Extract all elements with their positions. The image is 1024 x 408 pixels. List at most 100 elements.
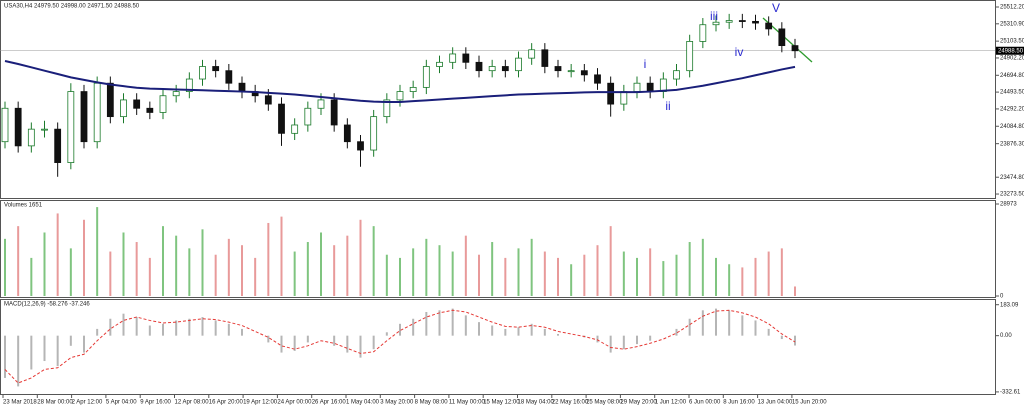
volume-bar bbox=[649, 248, 652, 296]
macd-bar bbox=[609, 335, 612, 353]
wave-label: ii bbox=[665, 99, 670, 113]
volume-bar bbox=[504, 257, 507, 296]
candle-body bbox=[27, 128, 35, 147]
macd-bar bbox=[96, 328, 99, 336]
volume-bar bbox=[306, 242, 309, 296]
macd-bar bbox=[109, 318, 112, 336]
macd-bar bbox=[754, 320, 757, 336]
candle-body bbox=[330, 99, 338, 126]
moving-average bbox=[4, 60, 796, 104]
macd-bar bbox=[622, 335, 625, 350]
volume-bar bbox=[636, 257, 638, 296]
candle-body bbox=[725, 20, 733, 23]
volume-bar bbox=[728, 264, 731, 296]
price-panel bbox=[0, 0, 996, 199]
macd-panel bbox=[0, 299, 996, 395]
macd-bar bbox=[43, 335, 46, 362]
wave-label: iv bbox=[735, 45, 744, 59]
volume-title: Volumes 1651 bbox=[4, 203, 43, 209]
x-tick-label: 2 Apr 12:00 bbox=[72, 400, 103, 406]
candle-body bbox=[554, 66, 562, 72]
candle-body bbox=[133, 99, 141, 109]
x-tick-label: 29 May 20:00 bbox=[620, 400, 657, 406]
candle-body bbox=[93, 82, 101, 143]
macd-bar bbox=[701, 310, 704, 336]
macd-bar bbox=[780, 335, 783, 340]
volume-bar bbox=[17, 226, 20, 296]
volume-bar bbox=[293, 251, 296, 296]
y-tick-label: 28973 bbox=[1000, 202, 1017, 208]
y-tick-label: -332.61 bbox=[1000, 389, 1021, 395]
candle-body bbox=[146, 107, 154, 113]
volume-bar bbox=[675, 254, 678, 296]
volume-bar bbox=[794, 286, 796, 296]
y-tick-label: 23876.30 bbox=[1000, 141, 1024, 147]
last-price-box bbox=[996, 46, 1024, 55]
volume-bar bbox=[175, 235, 178, 296]
price-title: USA30,H4 24979.50 24998.00 24971.50 2498… bbox=[4, 4, 140, 10]
x-tick-label: 15 Jun 20:00 bbox=[792, 400, 827, 406]
macd-bar bbox=[557, 333, 559, 336]
candle-body bbox=[699, 24, 707, 42]
x-tick-label: 25 May 08:00 bbox=[586, 400, 623, 406]
x-tick-label: 18 May 04:00 bbox=[518, 400, 555, 406]
volume-bar bbox=[543, 251, 546, 296]
x-tick-label: 1 Jun 12:00 bbox=[655, 400, 687, 406]
candle-body bbox=[528, 49, 536, 59]
volume-bar bbox=[188, 248, 191, 296]
candle-body bbox=[172, 91, 180, 97]
volume-bar bbox=[83, 219, 85, 296]
macd-bar bbox=[636, 335, 638, 345]
macd-bar bbox=[451, 308, 454, 336]
macd-bar bbox=[675, 328, 678, 336]
x-tick-label: 16 Apr 20:00 bbox=[209, 400, 244, 406]
volume-bar bbox=[491, 242, 494, 296]
macd-bar bbox=[438, 310, 441, 336]
y-tick-label: 25103.50 bbox=[1000, 39, 1024, 45]
volume-bar bbox=[570, 264, 573, 296]
volume-bar bbox=[451, 251, 454, 296]
candle-body bbox=[120, 99, 127, 118]
volume-bar bbox=[30, 257, 33, 296]
macd-bar bbox=[491, 325, 494, 336]
candle-body bbox=[1, 107, 9, 143]
x-tick-label: 6 Jun 00:00 bbox=[689, 400, 721, 406]
candle-body bbox=[67, 91, 75, 163]
last-price-label: 24988.50 bbox=[998, 48, 1024, 54]
candle-body bbox=[607, 82, 615, 105]
volume-bar bbox=[43, 232, 46, 296]
candle-body bbox=[304, 107, 312, 126]
candle-body bbox=[752, 20, 759, 24]
candle-body bbox=[14, 107, 22, 147]
macd-bar bbox=[478, 322, 480, 336]
macd-bar bbox=[306, 335, 309, 343]
candle-body bbox=[106, 82, 114, 118]
macd-bar bbox=[162, 323, 164, 336]
volume-bar bbox=[701, 238, 704, 296]
candle-body bbox=[633, 82, 641, 92]
candle-body bbox=[673, 70, 680, 80]
candle-body bbox=[594, 74, 601, 84]
x-tick-label: 22 May 16:00 bbox=[552, 400, 589, 406]
volume-bar bbox=[622, 251, 625, 296]
volume-bar bbox=[69, 248, 72, 296]
volume-bar bbox=[557, 257, 559, 296]
volume-bar bbox=[4, 238, 6, 296]
x-tick-label: 12 Apr 08:00 bbox=[175, 400, 210, 406]
candle-body bbox=[422, 66, 430, 88]
volume-bar bbox=[280, 216, 283, 296]
y-tick-label: 183.09 bbox=[1000, 302, 1019, 308]
macd-bar bbox=[530, 323, 533, 336]
volume-bar bbox=[399, 257, 401, 296]
candle-body bbox=[488, 66, 496, 72]
volume-bar bbox=[517, 248, 520, 296]
x-tick-label: 11 May 00:00 bbox=[449, 400, 486, 406]
macd-bar bbox=[56, 335, 59, 367]
x-tick-label: 8 Jun 16:00 bbox=[723, 400, 755, 406]
macd-bar bbox=[333, 335, 336, 346]
y-tick-label: 24493.50 bbox=[1000, 90, 1024, 96]
volume-bar bbox=[662, 261, 665, 296]
volume-bar bbox=[715, 257, 717, 296]
y-tick-label: 25310.90 bbox=[1000, 21, 1024, 27]
candle-body bbox=[278, 103, 285, 134]
